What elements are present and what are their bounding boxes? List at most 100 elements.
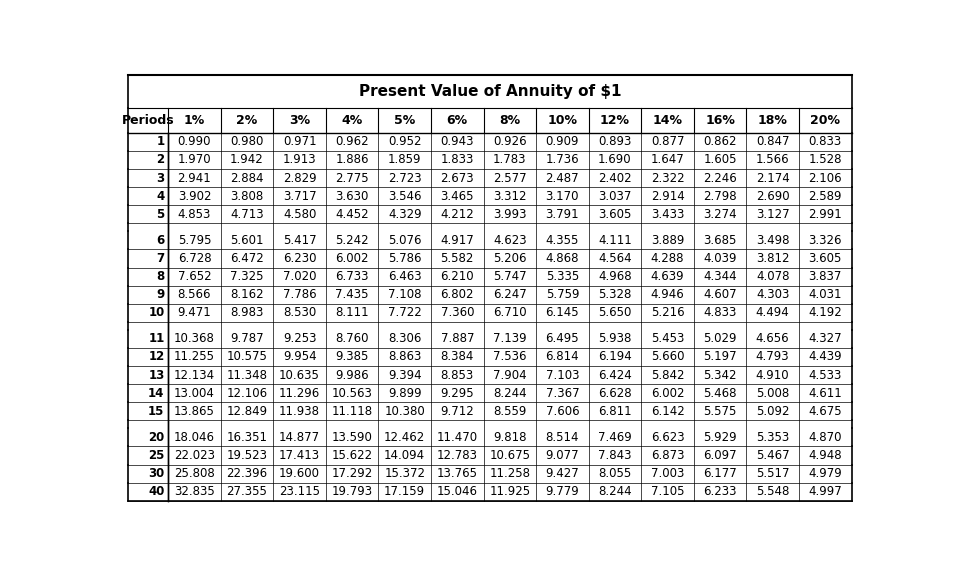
Bar: [128, 231, 852, 250]
Text: 5.548: 5.548: [756, 485, 790, 498]
Text: 3.498: 3.498: [756, 234, 790, 247]
Bar: [128, 420, 852, 429]
Text: 4.564: 4.564: [598, 252, 632, 265]
Text: 5.353: 5.353: [756, 431, 790, 444]
Text: 5.786: 5.786: [388, 252, 422, 265]
Text: 0.971: 0.971: [283, 135, 316, 148]
Text: 7.325: 7.325: [230, 270, 264, 283]
Text: 9.787: 9.787: [230, 332, 264, 345]
Text: 5.929: 5.929: [704, 431, 737, 444]
Text: 6.733: 6.733: [336, 270, 369, 283]
Text: 7.843: 7.843: [598, 449, 632, 462]
Text: 6: 6: [156, 234, 164, 247]
Text: 13: 13: [148, 369, 164, 381]
Text: 5.342: 5.342: [704, 369, 737, 381]
Text: 4.623: 4.623: [493, 234, 527, 247]
Bar: [128, 223, 852, 231]
Text: 11.118: 11.118: [332, 405, 373, 418]
Text: 6.210: 6.210: [441, 270, 474, 283]
Bar: [128, 133, 852, 151]
Text: 4.639: 4.639: [651, 270, 684, 283]
Text: 22.396: 22.396: [227, 467, 268, 480]
Text: 3.465: 3.465: [441, 190, 474, 202]
Text: 4.675: 4.675: [809, 405, 842, 418]
Text: 5.008: 5.008: [756, 386, 790, 400]
Text: 4.192: 4.192: [809, 306, 842, 319]
Text: 8.760: 8.760: [336, 332, 369, 345]
Bar: [128, 151, 852, 169]
Text: 3.170: 3.170: [546, 190, 579, 202]
Text: 9.077: 9.077: [546, 449, 579, 462]
Text: 9.427: 9.427: [546, 467, 579, 480]
Text: 7: 7: [157, 252, 164, 265]
Text: 5.468: 5.468: [704, 386, 737, 400]
Text: 0.862: 0.862: [704, 135, 737, 148]
Text: 4.327: 4.327: [809, 332, 842, 345]
Text: 14.877: 14.877: [279, 431, 320, 444]
Text: 2%: 2%: [236, 113, 257, 127]
Bar: [128, 187, 852, 205]
Text: 2.941: 2.941: [178, 172, 211, 185]
Text: 2.106: 2.106: [809, 172, 842, 185]
Text: 11: 11: [148, 332, 164, 345]
Text: 5.660: 5.660: [651, 351, 684, 364]
Text: 4.078: 4.078: [756, 270, 790, 283]
Text: 27.355: 27.355: [227, 485, 268, 498]
Text: 4.329: 4.329: [388, 207, 422, 221]
Bar: [128, 169, 852, 187]
Text: 4.946: 4.946: [651, 288, 684, 301]
Text: 7.435: 7.435: [336, 288, 369, 301]
Text: 5.453: 5.453: [651, 332, 684, 345]
Text: 11.938: 11.938: [279, 405, 320, 418]
Text: 8.111: 8.111: [336, 306, 369, 319]
Text: 10.675: 10.675: [489, 449, 531, 462]
Text: 25.808: 25.808: [174, 467, 215, 480]
Text: 12%: 12%: [600, 113, 630, 127]
Text: 5.242: 5.242: [336, 234, 369, 247]
Text: 0.847: 0.847: [756, 135, 790, 148]
Text: 0.926: 0.926: [493, 135, 527, 148]
Text: 4.833: 4.833: [704, 306, 737, 319]
Text: 5.417: 5.417: [283, 234, 316, 247]
Text: 5.467: 5.467: [756, 449, 790, 462]
Text: 3.037: 3.037: [598, 190, 632, 202]
Text: 9.471: 9.471: [178, 306, 211, 319]
Bar: [128, 465, 852, 483]
Text: 14: 14: [148, 386, 164, 400]
Text: 9.394: 9.394: [388, 369, 422, 381]
Text: 4.910: 4.910: [756, 369, 790, 381]
Text: 7.105: 7.105: [651, 485, 684, 498]
Text: 8.384: 8.384: [441, 351, 474, 364]
Text: 2.246: 2.246: [704, 172, 737, 185]
Text: 5.650: 5.650: [598, 306, 632, 319]
Text: 2: 2: [157, 153, 164, 166]
Bar: [128, 304, 852, 321]
Text: 5.517: 5.517: [756, 467, 790, 480]
Text: 13.004: 13.004: [174, 386, 215, 400]
Text: 2.775: 2.775: [336, 172, 369, 185]
Text: 3.605: 3.605: [598, 207, 632, 221]
Text: 6.802: 6.802: [441, 288, 474, 301]
Text: 9.385: 9.385: [336, 351, 369, 364]
Text: 4.979: 4.979: [809, 467, 842, 480]
Text: 6.230: 6.230: [283, 252, 316, 265]
Text: 9.986: 9.986: [336, 369, 369, 381]
Text: 10.368: 10.368: [174, 332, 215, 345]
Text: 8.244: 8.244: [598, 485, 632, 498]
Text: 5.328: 5.328: [598, 288, 632, 301]
Bar: [128, 205, 852, 223]
Text: 3.312: 3.312: [493, 190, 527, 202]
Text: 1%: 1%: [184, 113, 206, 127]
Text: 17.159: 17.159: [384, 485, 425, 498]
Text: 3.326: 3.326: [809, 234, 842, 247]
Text: 17.413: 17.413: [279, 449, 320, 462]
Text: 3.717: 3.717: [283, 190, 316, 202]
Text: 3.274: 3.274: [704, 207, 737, 221]
Text: 40: 40: [148, 485, 164, 498]
Text: 2.673: 2.673: [441, 172, 474, 185]
Text: 16.351: 16.351: [227, 431, 268, 444]
Text: 4: 4: [156, 190, 164, 202]
Text: 18.046: 18.046: [174, 431, 215, 444]
Text: 4.793: 4.793: [756, 351, 790, 364]
Text: 1.886: 1.886: [336, 153, 369, 166]
